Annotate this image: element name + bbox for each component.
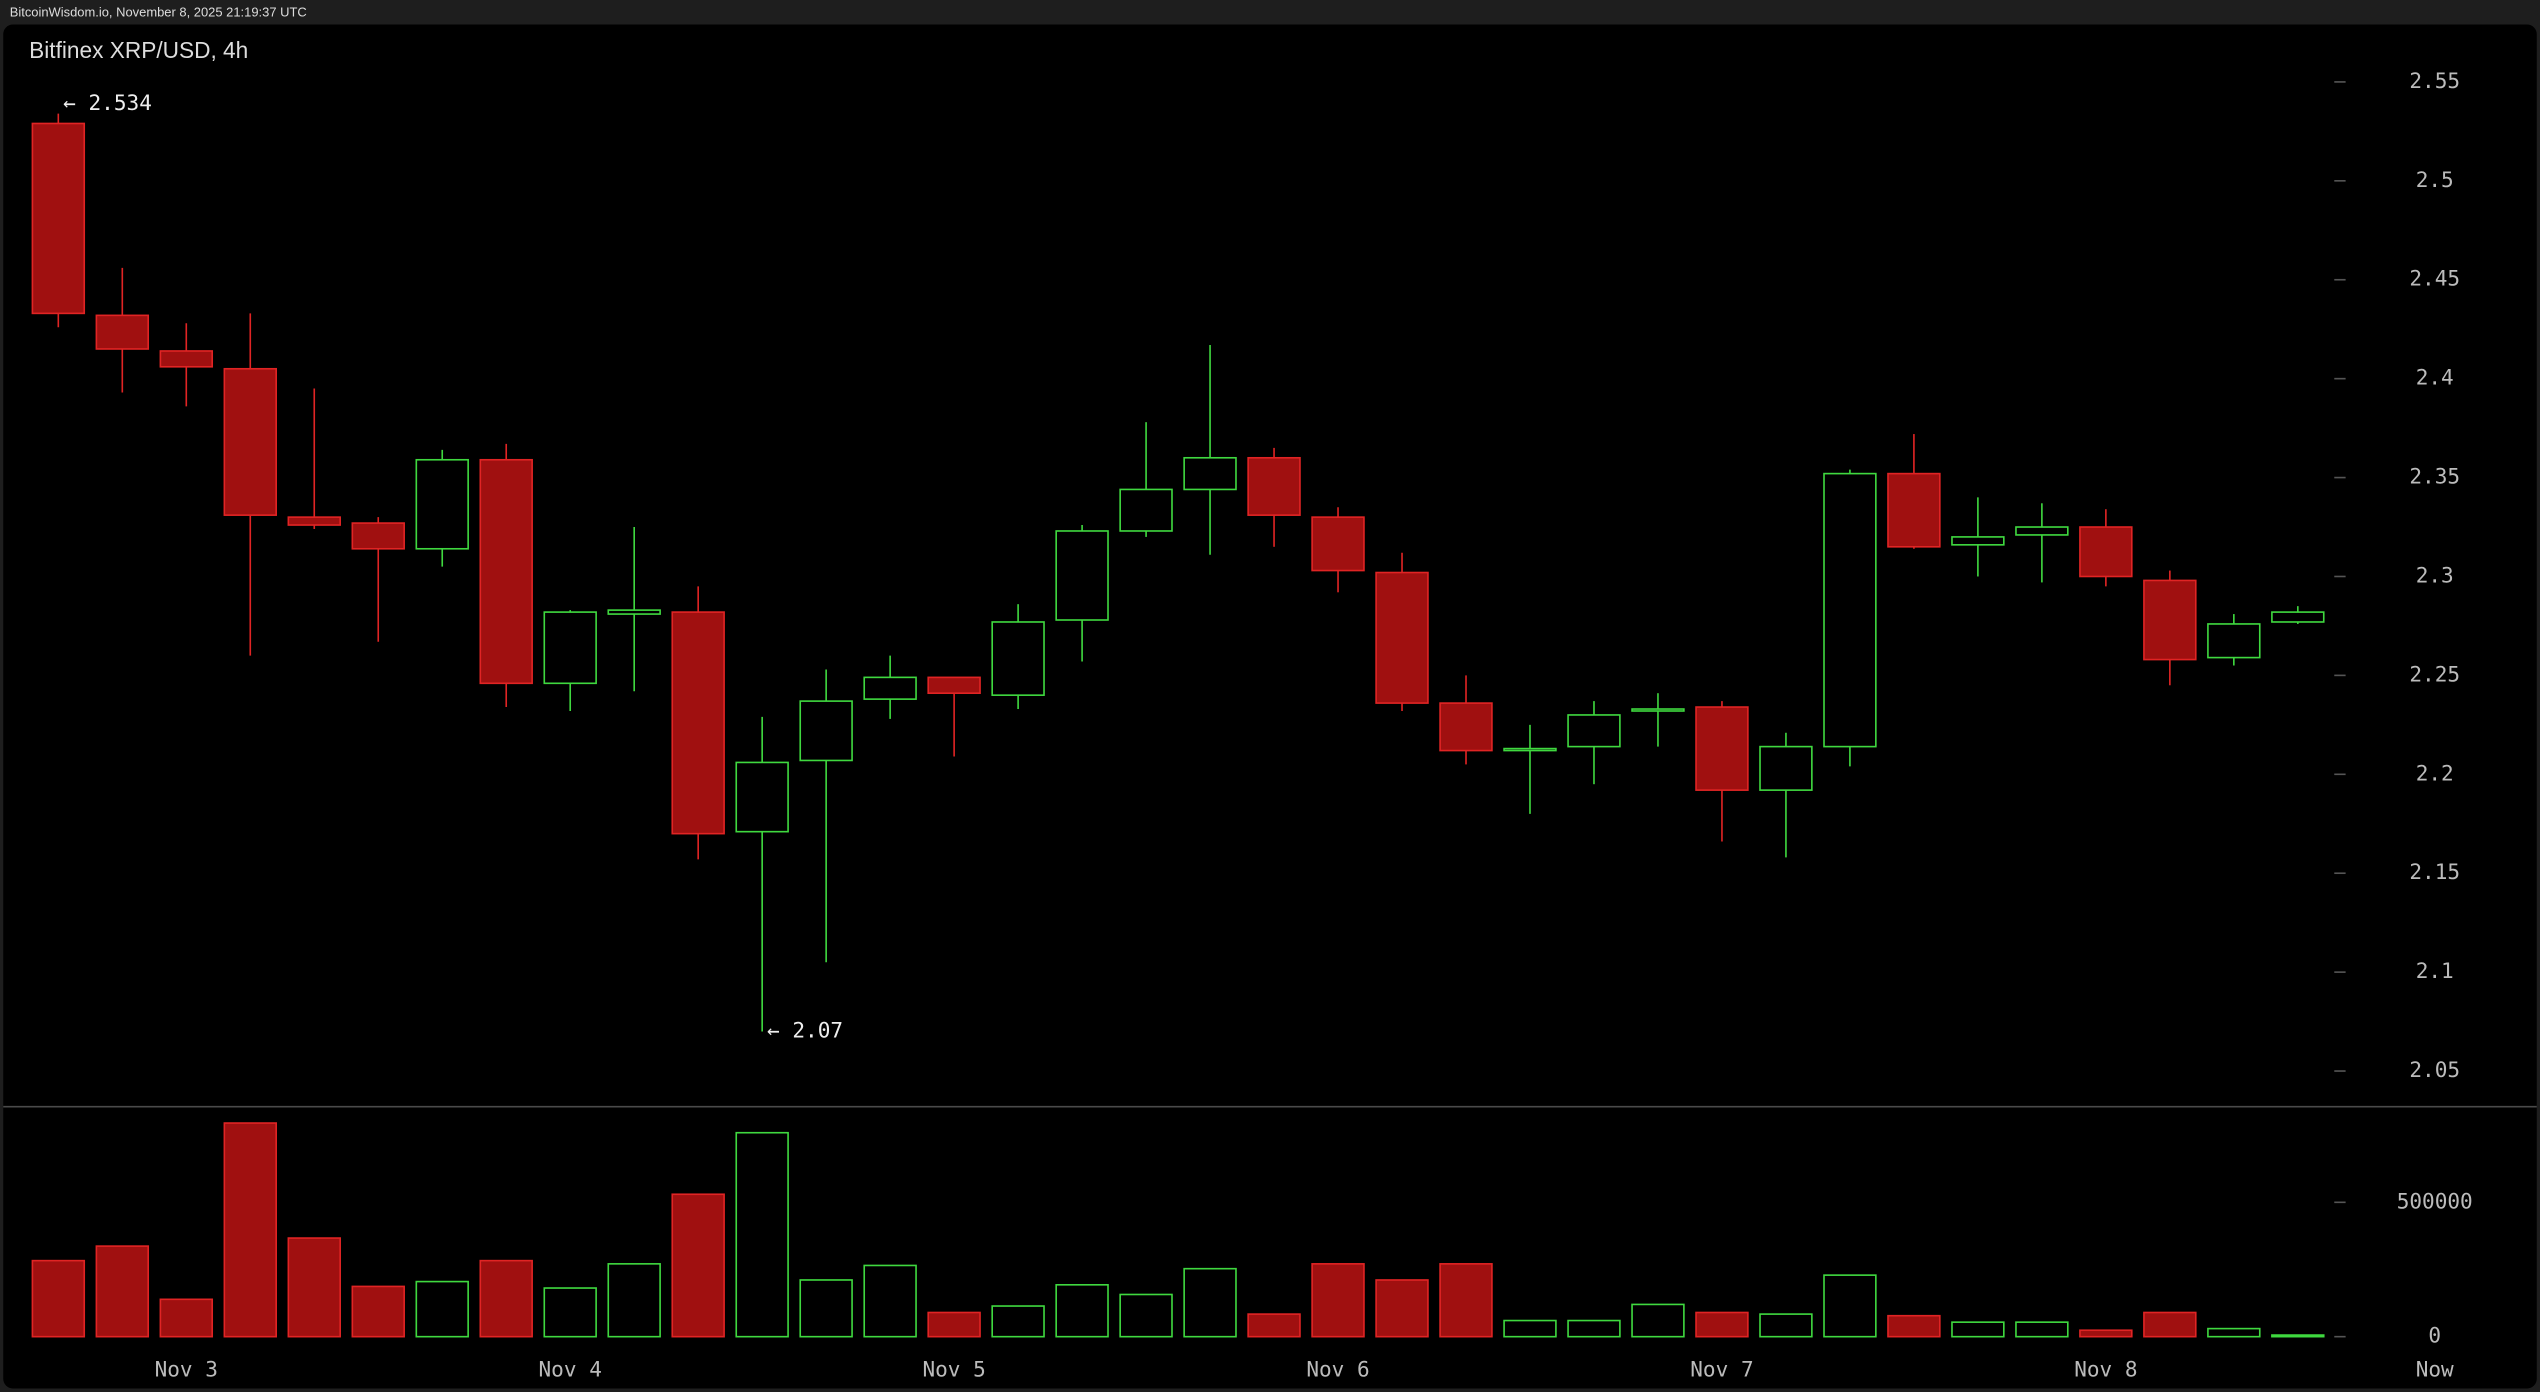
- candle-body: [927, 676, 981, 695]
- x-tick-label: Nov 7: [1690, 1357, 1753, 1382]
- volume-bar: [479, 1259, 533, 1338]
- candle-body: [2143, 579, 2197, 661]
- volume-bar: [1567, 1319, 1621, 1338]
- volume-bar: [2015, 1321, 2069, 1338]
- candle-body: [991, 621, 1045, 696]
- volume-bar: [1823, 1274, 1877, 1338]
- annotation: ← 2.534: [63, 90, 152, 115]
- candle-body: [159, 350, 214, 368]
- candle-body: [863, 676, 917, 700]
- candle-body: [415, 458, 469, 550]
- volume-bar: [2207, 1327, 2261, 1338]
- volume-bar: [799, 1279, 853, 1338]
- candle-body: [799, 700, 853, 762]
- volume-bar: [1375, 1279, 1429, 1338]
- x-tick-label: Nov 3: [155, 1357, 218, 1382]
- volume-bar: [1311, 1263, 1365, 1338]
- y-tick-label: 2.35: [2409, 464, 2460, 489]
- volume-bar: [607, 1263, 661, 1338]
- candle-body: [1055, 530, 1109, 621]
- candle-body: [1247, 456, 1301, 516]
- volume-bar: [671, 1193, 725, 1338]
- candle-body: [95, 314, 150, 350]
- y-tick-label: 2.55: [2409, 68, 2460, 93]
- volume-bar: [863, 1264, 917, 1338]
- y-tick-label: 2.45: [2409, 266, 2460, 291]
- y-tick-label: 2.2: [2416, 760, 2454, 785]
- candle-body: [2079, 526, 2133, 578]
- volume-bar: [1503, 1319, 1557, 1338]
- candle-body: [1759, 745, 1813, 791]
- volume-bar: [1055, 1283, 1109, 1338]
- candle-body: [1375, 571, 1429, 704]
- volume-bar: [543, 1287, 597, 1338]
- volume-bar: [1119, 1293, 1173, 1338]
- volume-bar: [1631, 1303, 1685, 1338]
- annotation: ← 2.07: [767, 1017, 843, 1042]
- candle-body: [1567, 714, 1621, 748]
- volume-bar: [2271, 1334, 2325, 1338]
- candle-body: [543, 611, 597, 685]
- x-tick-label: Nov 4: [539, 1357, 602, 1382]
- candle-body: [607, 609, 661, 615]
- candle-body: [1823, 472, 1877, 748]
- volume-bar: [927, 1311, 981, 1338]
- y-tick-label: 2.1: [2416, 958, 2454, 983]
- x-tick-label: Nov 5: [922, 1357, 985, 1382]
- volume-bar: [1439, 1263, 1493, 1338]
- volume-bar: [991, 1305, 1045, 1338]
- y-tick-label: 2.4: [2416, 365, 2454, 390]
- candle-body: [287, 516, 341, 526]
- header: BitcoinWisdom.io, November 8, 2025 21:19…: [10, 5, 307, 20]
- volume-bar: [351, 1285, 405, 1338]
- volume-bar: [1183, 1267, 1237, 1338]
- candle-body: [1631, 708, 1685, 712]
- volume-bar: [1695, 1311, 1749, 1338]
- volume-bar: [1887, 1314, 1941, 1338]
- y-tick-label: 2.3: [2416, 562, 2454, 587]
- candle-body: [1311, 516, 1365, 572]
- volume-bar: [1951, 1321, 2005, 1338]
- volume-bar: [1759, 1313, 1813, 1338]
- candle-body: [479, 458, 533, 685]
- candle-body: [1503, 747, 1557, 752]
- candle-body: [1887, 472, 1941, 548]
- candle-body: [1119, 488, 1173, 532]
- candle-body: [31, 122, 86, 315]
- y-tick-label: 2.05: [2409, 1057, 2460, 1082]
- volume-bar: [2143, 1311, 2197, 1338]
- candle-body: [2207, 623, 2261, 659]
- chart-panel: [3, 24, 2537, 1389]
- x-tick-label: Nov 6: [1306, 1357, 1369, 1382]
- candle-body: [671, 611, 725, 835]
- y-tick-label: 2.25: [2409, 661, 2460, 686]
- y-tick-label: 2.15: [2409, 859, 2460, 884]
- volume-tick-label: 0: [2428, 1323, 2441, 1348]
- volume-bar: [1247, 1313, 1301, 1338]
- volume-bar: [2079, 1329, 2133, 1338]
- candle-body: [1183, 456, 1237, 491]
- candle-body: [1439, 702, 1493, 752]
- volume-bar: [159, 1298, 214, 1338]
- candle-body: [1951, 536, 2005, 546]
- volume-tick-label: 500000: [2397, 1188, 2473, 1213]
- volume-bar: [31, 1259, 86, 1338]
- candle-body: [223, 367, 278, 516]
- volume-bar: [287, 1237, 341, 1338]
- candle-body: [2271, 611, 2325, 623]
- candle-body: [735, 761, 789, 833]
- volume-bar: [95, 1245, 150, 1338]
- candle-body: [351, 522, 405, 550]
- chart-title: Bitfinex XRP/USD, 4h: [29, 37, 248, 63]
- volume-bar: [735, 1131, 789, 1338]
- candle-body: [1695, 706, 1749, 791]
- y-tick-label: 2.5: [2416, 167, 2454, 192]
- x-tick-label: Nov 8: [2074, 1357, 2137, 1382]
- volume-bar: [223, 1122, 278, 1338]
- candle-body: [2015, 526, 2069, 536]
- volume-bar: [415, 1280, 469, 1338]
- x-end-label: Now: [2416, 1357, 2454, 1382]
